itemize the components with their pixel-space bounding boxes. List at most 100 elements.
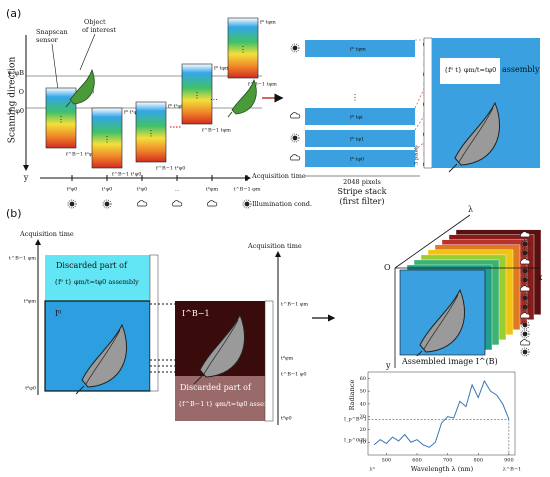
discarded-top: [45, 255, 150, 301]
filter-column: [181, 63, 213, 125]
axis-label: O: [384, 263, 391, 272]
object-label: Object: [84, 18, 106, 26]
vdots: ⋮: [193, 91, 201, 100]
y-axis-label: Radiance: [348, 379, 356, 410]
discarded-bottom: [175, 376, 265, 421]
illumination-icon: [290, 112, 301, 119]
pointer: [51, 43, 59, 91]
discarded-label: {f^B−1 t} φm/t=tφ0 assembly: [178, 400, 280, 408]
illumination-icon: [207, 200, 218, 207]
y-tick-label: 40: [360, 401, 366, 407]
sensor-icon: [520, 329, 530, 339]
y-tick-label: 20: [360, 427, 366, 433]
assembly-label: assembly: [502, 65, 540, 74]
stripe: [305, 130, 415, 147]
x-tick-label: 600: [412, 458, 422, 464]
x-tick-label: 900: [504, 458, 514, 464]
tick-label: t⁰φm: [24, 299, 37, 305]
column-label: f⁰ tφm: [214, 66, 230, 72]
acquisition-time: Acquisition time: [251, 172, 306, 180]
stripe-label: f⁰ tφ0: [350, 157, 364, 163]
sensor-label: Snapscan: [36, 28, 68, 36]
column-label: f^B−1 tφm: [202, 127, 231, 134]
connectors: [150, 303, 175, 373]
y-tick-label: 10: [360, 440, 366, 446]
axis-lambda: [394, 214, 471, 269]
ellipsis: ⋯: [210, 95, 218, 104]
sensor-column: [264, 300, 274, 422]
y-side-label: I_p^0(B): [344, 437, 367, 444]
sensor-icon: [520, 339, 531, 346]
stripe-label: f⁰ tφi: [350, 115, 363, 121]
illumination-icon: [67, 199, 77, 209]
stripe-stack: Stripe stack: [338, 187, 387, 196]
acquisition-time: Acquisition time: [247, 242, 302, 250]
sensor-column: [423, 37, 433, 169]
x-end-label: λ⁰: [369, 467, 374, 473]
time-label: t⁰φm: [206, 187, 219, 193]
vdots: ⋮: [103, 135, 111, 144]
illumination-icon: [172, 200, 183, 207]
stripe-label: f⁰ tφ1: [350, 137, 364, 143]
column-label: f⁰ t²φ0: [168, 104, 184, 110]
sensor-column: [149, 254, 159, 392]
y-label: y_φB: [7, 69, 24, 77]
illumination-icon: [137, 200, 148, 207]
column-label: f^B−1 tφm: [248, 81, 277, 88]
five-pixels: 5 pixels: [414, 145, 420, 165]
column-label: f^B−1 t¹φ0: [112, 171, 141, 178]
y-label: y_φ0: [7, 107, 24, 115]
y-side-label: I_p^B−1: [344, 416, 367, 423]
filter-column: [91, 107, 123, 169]
tick-label: t^B−1 φm: [281, 301, 308, 308]
y-tick-label: 60: [360, 376, 366, 382]
panel-label: (a): [6, 7, 21, 20]
illumination: Illumination cond.: [252, 200, 312, 208]
stripe: [305, 40, 415, 57]
time-label: …: [175, 187, 180, 193]
tick-label: t^B−1 φ0: [281, 371, 307, 378]
discarded-label: {f⁰ t} φm/t=tφ0 assembly: [54, 278, 139, 286]
axis-label: y: [385, 361, 391, 370]
leaf: [227, 79, 257, 118]
x-tick-label: 800: [473, 458, 483, 464]
x-end-label: λ^B−1: [503, 466, 521, 473]
time-label: t²φ0: [137, 187, 148, 193]
tick-label: t⁰φ0: [25, 386, 36, 392]
vdots: ⋮: [239, 45, 247, 54]
filter-column: [135, 101, 167, 163]
y-label: O: [19, 88, 24, 96]
sensor-icon: [520, 347, 530, 357]
assembled-label: Assembled image I^(B): [401, 357, 498, 366]
x-axis-label: Wavelength λ (nm): [411, 465, 474, 473]
time-label: t^B−1 φm: [233, 186, 260, 193]
x-tick-label: 500: [382, 458, 392, 464]
column-label: f⁰ t¹φ0: [124, 110, 140, 116]
vdots: ⋮: [57, 115, 65, 124]
illumination-icon: [242, 199, 252, 209]
image-label: I⁰: [55, 309, 61, 318]
pointer: [79, 33, 96, 71]
tick-label: t⁰φ0: [281, 416, 292, 422]
discarded-label: Discarded part of: [56, 261, 128, 270]
object-label: of interest: [82, 26, 116, 34]
panel-label: (b): [6, 207, 22, 220]
assembly-label-bg: [440, 58, 500, 84]
tick-label: t^B−1 φm: [9, 255, 36, 262]
vdots: ⋮: [147, 129, 155, 138]
filter-column: [227, 17, 259, 79]
y-tick-label: 30: [360, 414, 366, 420]
pixels-label: 2048 pixels: [343, 178, 381, 186]
illumination-icon: [290, 133, 300, 143]
tick-label: t⁰φm: [281, 356, 294, 362]
spectrum-line: [373, 379, 510, 448]
stripe-label: f⁰ tφm: [350, 47, 366, 53]
assembly-label: {f⁰ t} φm/t=tφ0: [444, 66, 496, 74]
acquisition-time: Acquisition time: [19, 230, 74, 238]
discarded-label: Discarded part of: [180, 383, 252, 392]
scanning-direction: Scanning direction: [8, 57, 18, 144]
column-label: f^B−1 t⁰φ0: [66, 151, 95, 158]
stripe-stack: (first filter): [340, 197, 385, 206]
stripe: [305, 150, 415, 167]
